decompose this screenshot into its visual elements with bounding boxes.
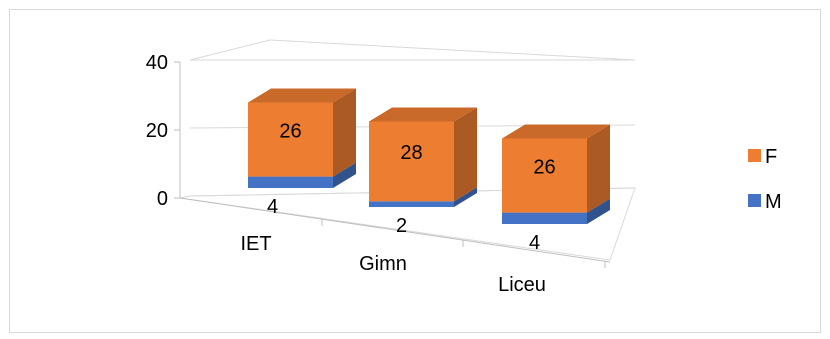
data-label-iet-f: 26 (279, 120, 301, 142)
back-wall-top (189, 39, 271, 61)
bar-side-iet-f (333, 88, 356, 177)
category-label-liceu: Liceu (498, 274, 546, 296)
data-label-liceu-m: 4 (529, 232, 540, 254)
bar-front-gimn-m (369, 201, 454, 207)
bar-top-gimn-f (369, 107, 477, 122)
category-labels: IET Gimn Liceu (240, 233, 545, 296)
x-axis-front (179, 197, 611, 263)
y-tick-label-40: 40 (146, 52, 168, 74)
data-label-gimn-f: 28 (400, 142, 422, 164)
axes (174, 61, 636, 268)
data-label-iet-m: 4 (267, 196, 278, 218)
floor-plane (179, 187, 636, 261)
bar-side-liceu-f (587, 124, 610, 213)
legend-swatch-f (748, 149, 761, 162)
legend-label-m: M (765, 191, 782, 213)
bar-side-iet-m (333, 162, 356, 188)
bar-side-gimn-f (454, 107, 477, 202)
y-tick-label-20: 20 (146, 120, 168, 142)
bar-front-gimn-f (369, 121, 454, 202)
bar-top-liceu-f (502, 124, 610, 139)
data-label-gimn-m: 2 (396, 215, 407, 237)
y-tick-labels: 0 20 40 (146, 52, 168, 210)
bar-front-liceu-f (502, 138, 587, 213)
bar-side-gimn-m (454, 187, 477, 207)
data-label-liceu-f: 26 (533, 156, 555, 178)
legend-swatch-m (748, 194, 761, 207)
bar-top-iet-f (248, 88, 356, 103)
bar-front-iet-m (248, 176, 333, 188)
y-tick-label-0: 0 (157, 188, 168, 210)
bar-front-iet-f (248, 102, 333, 177)
category-label-gimn: Gimn (359, 253, 407, 275)
back-wall-top-right (269, 39, 636, 61)
legend-label-f: F (765, 146, 777, 168)
legend: F M (748, 146, 782, 213)
category-label-iet: IET (240, 233, 271, 255)
bar-front-liceu-m (502, 212, 587, 224)
bars: 4 26 2 28 4 26 (248, 88, 610, 254)
bar-side-liceu-m (587, 198, 610, 224)
